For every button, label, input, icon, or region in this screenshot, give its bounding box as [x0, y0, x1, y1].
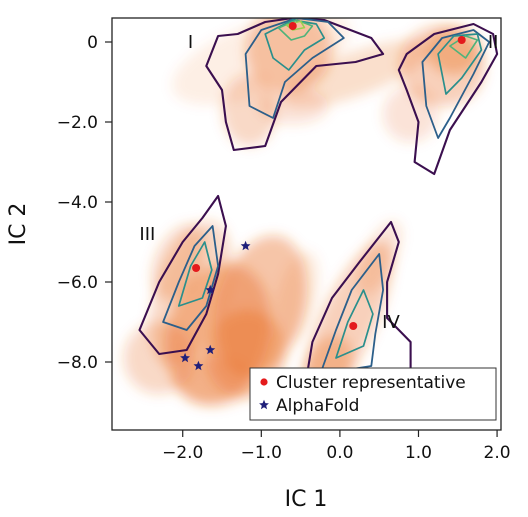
legend-box	[249, 367, 497, 421]
plot-frame	[111, 17, 502, 431]
contour-line	[437, 33, 483, 95]
contour-line	[277, 19, 314, 41]
x-axis-title: IC 1	[285, 487, 328, 512]
alphafold-point	[240, 240, 251, 251]
density-blob	[383, 86, 439, 142]
x-tick-label: −1.0	[241, 443, 282, 463]
legend-label-alphafold: AlphaFold	[276, 396, 359, 416]
cluster-label: III	[139, 224, 155, 245]
cluster-representative-point	[192, 264, 201, 272]
y-tick-label: −4.0	[57, 193, 98, 213]
x-tick-label: 0.0	[326, 443, 353, 463]
cluster-label: I	[188, 32, 193, 53]
density-blob	[273, 251, 320, 345]
contour-line	[397, 22, 499, 176]
axis-ticks: −2.0 −1.0 0.0 1.0 2.0 0 −2.0 −4.0 −6.0 −8.0	[57, 33, 511, 463]
contour-line	[162, 225, 219, 331]
contour-line	[319, 253, 384, 375]
density-blobs	[123, 18, 486, 406]
alphafold-point	[180, 352, 190, 363]
density-contours	[138, 18, 499, 400]
density-blob	[151, 224, 207, 300]
y-tick-label: −8.0	[57, 353, 98, 373]
alphafold-point	[205, 344, 216, 355]
x-tick-label: 2.0	[484, 443, 511, 463]
data-markers	[180, 22, 466, 371]
x-tick-label: 1.0	[405, 443, 432, 463]
density-blob	[257, 88, 329, 124]
contour-line	[335, 289, 374, 359]
legend-alphafold-marker	[259, 399, 269, 410]
cluster-representative-point	[288, 22, 297, 30]
legend: Cluster representative AlphaFold	[249, 367, 497, 421]
x-tick-label: −2.0	[162, 443, 203, 463]
plot-area	[123, 18, 499, 406]
y-tick-label: 0	[87, 33, 98, 53]
contour-line	[177, 241, 213, 307]
y-tick-label: −2.0	[57, 113, 98, 133]
alphafold-point	[205, 284, 216, 295]
contour-line	[138, 194, 227, 356]
legend-label-representative: Cluster representative	[276, 373, 466, 393]
cluster-representative-point	[457, 36, 466, 44]
cluster-representative-point	[349, 322, 358, 330]
alphafold-point	[193, 360, 204, 371]
legend-representative-marker	[260, 378, 268, 386]
cluster-label: II	[488, 32, 499, 53]
contour-line	[244, 18, 345, 119]
cluster-label: IV	[382, 312, 400, 333]
y-tick-label: −6.0	[57, 273, 98, 293]
density-blob	[222, 74, 278, 146]
density-blob	[281, 40, 430, 108]
contour-line	[205, 18, 385, 152]
contour-line	[421, 29, 491, 139]
density-cloud	[123, 18, 486, 406]
y-axis-title: IC 2	[6, 203, 31, 246]
